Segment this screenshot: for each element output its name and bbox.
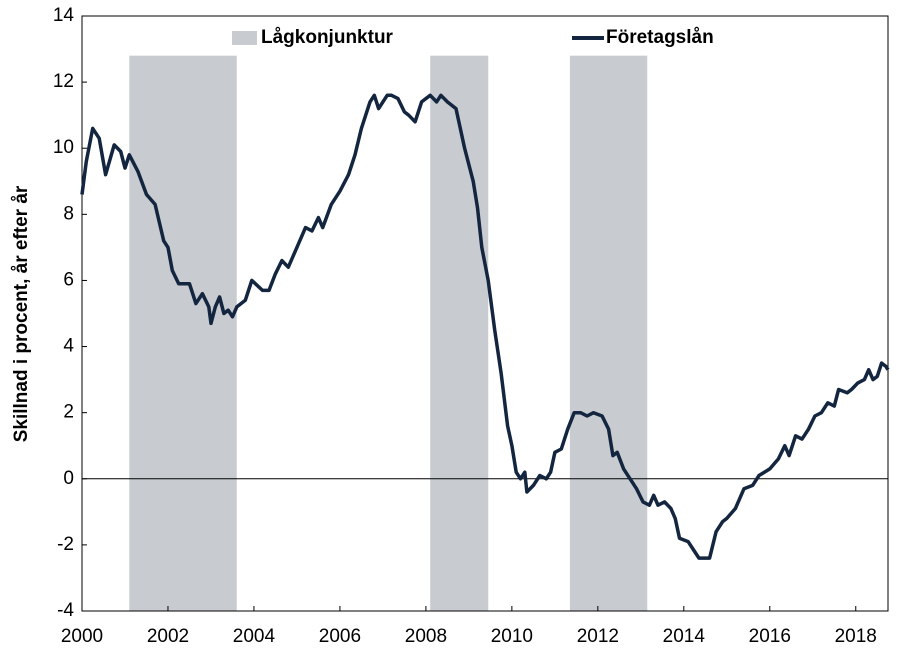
x-tick-label: 2000 <box>61 626 103 647</box>
legend-label: Lågkonjunktur <box>261 27 394 48</box>
y-tick-label: 0 <box>63 468 74 489</box>
y-tick-label: 14 <box>53 5 75 26</box>
y-axis-label: Skillnad i procent, år efter år <box>11 185 32 442</box>
y-tick-label: 10 <box>53 137 74 158</box>
y-tick-label: 4 <box>63 336 74 357</box>
x-tick-label: 2018 <box>835 626 877 647</box>
legend-swatch <box>232 31 257 45</box>
plot-frame <box>81 15 889 612</box>
x-tick-label: 2010 <box>491 626 533 647</box>
y-tick-label: -2 <box>57 534 74 555</box>
y-tick-label: -4 <box>57 600 74 621</box>
y-tick-label: 8 <box>63 203 74 224</box>
y-tick-label: 12 <box>53 71 74 92</box>
recession-band <box>569 55 648 611</box>
recession-band <box>430 55 489 611</box>
series-line <box>80 93 890 560</box>
x-tick-label: 2002 <box>147 626 189 647</box>
recession-band <box>129 55 237 611</box>
x-tick-label: 2008 <box>405 626 447 647</box>
x-tick-label: 2016 <box>749 626 791 647</box>
x-tick-label: 2004 <box>233 626 276 647</box>
y-tick-label: 2 <box>63 402 74 423</box>
legend-label: Företagslån <box>606 27 714 48</box>
x-tick-label: 2006 <box>319 626 361 647</box>
y-tick-label: 6 <box>63 269 74 290</box>
x-tick-label: 2014 <box>663 626 706 647</box>
x-tick-label: 2012 <box>577 626 619 647</box>
